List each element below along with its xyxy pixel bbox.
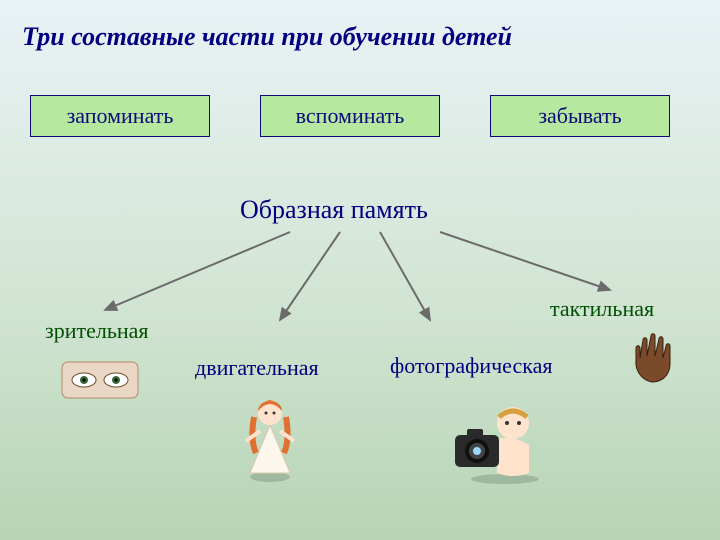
label-tactile: тактильная: [550, 296, 654, 322]
arrow-icon: [105, 232, 290, 310]
box-forget: забывать: [490, 95, 670, 137]
subtitle-imagery-memory: Образная память: [240, 195, 428, 225]
arrow-icon: [440, 232, 610, 290]
box-label: вспоминать: [296, 103, 405, 129]
page-title: Три составные части при обучении детей: [22, 22, 512, 52]
box-recall: вспоминать: [260, 95, 440, 137]
label-photographic: фотографическая: [390, 353, 553, 379]
box-remember: запоминать: [30, 95, 210, 137]
arrows-layer: [0, 0, 720, 540]
box-label: запоминать: [67, 103, 174, 129]
girl-icon: [240, 395, 300, 485]
camera-icon: [445, 395, 545, 485]
arrow-icon: [380, 232, 430, 320]
label-visual: зрительная: [45, 318, 149, 344]
slide: Три составные части при обучении детей з…: [0, 0, 720, 540]
box-label: забывать: [538, 103, 621, 129]
hand-icon: [625, 330, 680, 385]
eyes-icon: [60, 360, 140, 400]
label-motor: двигательная: [195, 355, 319, 381]
arrow-icon: [280, 232, 340, 320]
